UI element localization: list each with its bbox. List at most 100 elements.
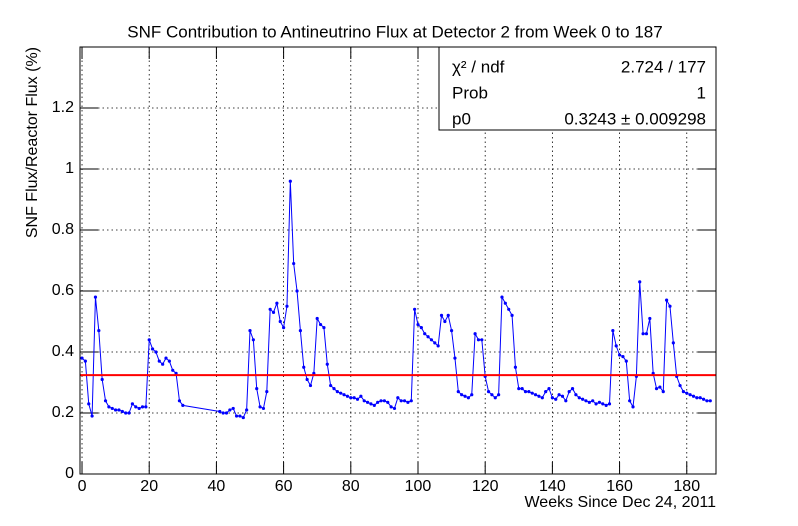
data-point: [648, 316, 652, 321]
data-point: [234, 414, 239, 418]
x-tick-label: 80: [342, 478, 360, 495]
data-point: [607, 402, 612, 406]
data-point: [369, 402, 373, 406]
data-point: [695, 396, 699, 400]
y-tick-label: 0: [65, 465, 74, 482]
data-point: [241, 415, 245, 420]
data-point: [537, 394, 541, 398]
data-point: [463, 394, 467, 398]
y-tick-label: 0.4: [52, 343, 74, 360]
data-point: [654, 387, 659, 391]
data-point: [460, 393, 464, 397]
y-axis-label: SNF Flux/Reactor Flux (%): [24, 47, 41, 238]
data-point: [130, 402, 135, 406]
data-point: [342, 393, 346, 397]
stats-box: [438, 46, 717, 131]
data-point: [399, 399, 403, 403]
data-point: [161, 362, 165, 366]
x-tick-label: 140: [539, 478, 566, 495]
data-point: [315, 316, 319, 321]
data-point: [376, 400, 380, 404]
data-point: [503, 301, 507, 305]
data-point: [443, 319, 447, 324]
data-point: [80, 356, 84, 360]
data-point: [567, 390, 571, 394]
data-point: [265, 390, 269, 394]
data-point: [255, 387, 259, 391]
data-point: [402, 399, 407, 403]
data-point: [550, 396, 554, 400]
x-axis-label: Weeks Since Dec 24, 2011: [524, 494, 716, 511]
data-point: [507, 307, 511, 311]
data-point: [140, 405, 145, 409]
data-point: [665, 298, 669, 302]
x-tick-label: 180: [673, 478, 700, 495]
data-point: [486, 390, 491, 394]
data-point: [423, 332, 427, 336]
data-point: [90, 414, 94, 418]
data-point: [601, 402, 605, 406]
data-point: [87, 402, 91, 406]
data-point: [621, 354, 625, 359]
data-point: [325, 362, 329, 366]
data-point: [134, 405, 138, 409]
data-point: [570, 387, 575, 391]
x-tick-label: 60: [275, 478, 293, 495]
data-point: [691, 394, 696, 398]
data-point: [332, 387, 336, 391]
data-point: [282, 326, 286, 330]
data-point: [658, 385, 662, 389]
data-point: [493, 396, 497, 400]
data-point: [305, 377, 309, 382]
data-point: [617, 353, 622, 357]
data-point: [560, 394, 565, 398]
data-point: [218, 409, 222, 414]
data-point: [261, 406, 266, 411]
stats-value: 1: [697, 83, 706, 102]
data-point: [164, 356, 168, 360]
data-point: [117, 408, 121, 412]
data-point: [181, 403, 185, 407]
data-point: [298, 329, 302, 333]
data-point: [500, 295, 504, 299]
data-point: [517, 387, 521, 391]
data-point: [490, 393, 494, 397]
data-point: [245, 408, 249, 412]
data-point: [611, 329, 615, 333]
data-point: [661, 390, 665, 394]
data-point: [114, 408, 118, 412]
data-point: [268, 307, 272, 311]
chart-title: SNF Contribution to Antineutrino Flux at…: [127, 22, 662, 41]
data-point: [604, 403, 608, 407]
data-point: [318, 322, 323, 327]
data-point: [120, 409, 124, 414]
data-point: [594, 402, 598, 406]
data-point: [708, 399, 712, 403]
data-point: [359, 394, 363, 398]
data-point: [329, 383, 333, 388]
data-point: [419, 326, 423, 330]
data-point: [581, 397, 585, 401]
data-point: [473, 332, 477, 336]
data-point: [285, 304, 289, 308]
data-point: [392, 406, 397, 411]
data-point: [231, 406, 235, 411]
data-point: [705, 399, 709, 403]
data-point: [426, 335, 430, 339]
y-tick-label: 0.6: [52, 282, 74, 299]
data-point: [127, 411, 131, 415]
data-point: [453, 356, 457, 360]
data-point: [416, 322, 420, 327]
data-point: [372, 403, 376, 407]
data-point: [97, 329, 101, 333]
data-point: [668, 304, 672, 308]
data-point: [523, 390, 528, 394]
data-point: [275, 301, 279, 305]
data-point: [386, 400, 390, 404]
data-point: [557, 393, 561, 397]
data-point: [413, 307, 417, 311]
data-point: [355, 397, 360, 401]
data-point: [436, 344, 440, 348]
stats-label: Prob: [452, 83, 488, 102]
